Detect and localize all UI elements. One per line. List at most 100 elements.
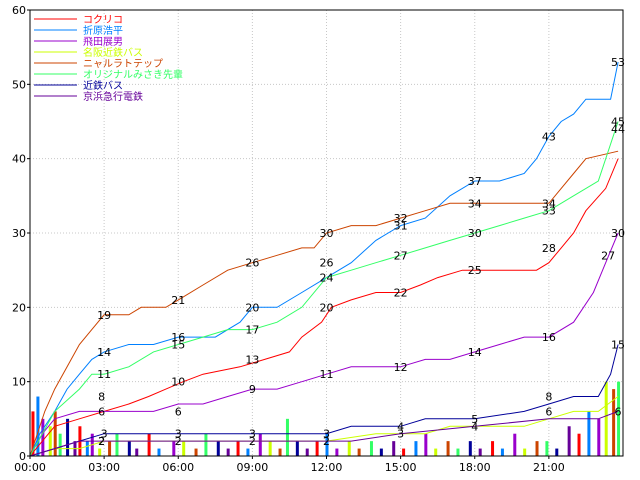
axes: 0 10 20 30 40 50 60 00:00 03:00 06:00 09:00 12:00 15… [12, 4, 624, 474]
point-label: 20 [245, 301, 259, 314]
point-label: 3 [249, 428, 256, 441]
hour-bar [414, 441, 418, 456]
legend: コクリコ折原浩平飛田展男名阪近鉄バスニャルラトテップオリジナルみさき先輩近鉄バス… [34, 14, 183, 103]
point-label: 6 [175, 405, 182, 418]
point-label: 16 [542, 331, 556, 344]
plot-frame [29, 9, 624, 457]
point-label: 25 [468, 264, 482, 277]
hour-bar [172, 441, 176, 456]
y-tick-label: 40 [12, 153, 26, 166]
hour-bar [402, 448, 406, 456]
legend-label: ニャルラトテップ [83, 58, 163, 70]
hour-bar [258, 433, 262, 456]
x-tick-label: 06:00 [162, 461, 194, 474]
point-label: 15 [171, 339, 185, 352]
hour-bar [204, 433, 208, 456]
hour-bar [604, 381, 608, 456]
hour-bar [500, 448, 504, 456]
hour-bar [157, 448, 161, 456]
hour-bar [147, 433, 151, 456]
point-label: 14 [468, 346, 482, 359]
point-label: 13 [245, 353, 259, 366]
point-label: 2 [98, 435, 105, 448]
legend-label: 京浜急行電鉄 [83, 90, 143, 103]
point-label: 14 [97, 346, 111, 359]
point-label: 53 [611, 56, 625, 69]
y-tick-label: 10 [12, 376, 26, 389]
hour-bar [424, 433, 428, 456]
hour-bar [392, 441, 396, 456]
y-tick-label: 30 [12, 227, 26, 240]
x-tick-label: 00:00 [14, 461, 46, 474]
y-tick-label: 20 [12, 301, 26, 314]
legend-label: 折原浩平 [83, 24, 123, 37]
series-lines [29, 61, 619, 457]
point-label: 26 [245, 257, 259, 270]
hour-bar [194, 448, 198, 456]
hour-bar [513, 433, 517, 456]
point-label: 2 [98, 435, 105, 448]
point-label: 4 [397, 420, 404, 433]
point-label: 10 [171, 376, 185, 389]
hour-bar [491, 441, 495, 456]
legend-label: オリジナルみさき先輩 [83, 68, 183, 81]
hour-bar [216, 441, 220, 456]
hour-bar [48, 426, 52, 456]
hour-bar [369, 441, 373, 456]
point-label: 27 [394, 249, 408, 262]
point-label: 26 [320, 257, 334, 270]
hour-bar [285, 418, 289, 456]
hour-bar [36, 396, 40, 456]
hour-bar [182, 441, 186, 456]
point-label: 11 [97, 368, 111, 381]
point-label: 16 [171, 331, 185, 344]
point-label: 28 [542, 242, 556, 255]
y-tick-label: 0 [19, 450, 26, 463]
point-label: 45 [611, 116, 625, 129]
point-label: 30 [611, 227, 625, 240]
point-label: 15 [611, 339, 625, 352]
legend-label: 近鉄バス [83, 79, 123, 92]
y-tick-label: 60 [12, 4, 26, 17]
point-label: 27 [601, 249, 615, 262]
hour-bar [535, 441, 539, 456]
legend-label: 飛田展男 [83, 36, 123, 48]
x-tick-label: 18:00 [459, 461, 491, 474]
hour-bar [545, 441, 549, 456]
point-label: 37 [468, 175, 482, 188]
point-label: 3 [397, 428, 404, 441]
point-label: 30 [320, 227, 334, 240]
series-line [29, 121, 619, 457]
hour-bar [325, 433, 329, 456]
hour-bar [268, 441, 272, 456]
point-label: 6 [615, 405, 622, 418]
hour-bar [58, 433, 62, 456]
series-line [29, 150, 619, 457]
legend-label: コクリコ [83, 14, 123, 26]
y-tick-label: 50 [12, 78, 26, 91]
hour-bar [246, 448, 250, 456]
hour-bar [617, 381, 621, 456]
hour-bar [127, 441, 131, 456]
point-label: 3 [323, 428, 330, 441]
hour-bar [478, 448, 482, 456]
hour-bar [31, 411, 35, 456]
hour-bar [597, 418, 601, 456]
point-label: 2 [175, 435, 182, 448]
hour-bar [41, 418, 45, 456]
hour-bar [85, 441, 89, 456]
point-label: 3 [101, 428, 108, 441]
point-label: 11 [320, 368, 334, 381]
point-label: 30 [468, 227, 482, 240]
hour-bar [577, 433, 581, 456]
hour-bar [135, 448, 139, 456]
point-label: 24 [320, 272, 334, 285]
hour-bar [295, 441, 299, 456]
series-line [29, 158, 619, 457]
x-tick-label: 15:00 [385, 461, 417, 474]
point-label: 34 [542, 197, 556, 210]
point-label: 3 [175, 428, 182, 441]
point-label: 4 [471, 420, 478, 433]
